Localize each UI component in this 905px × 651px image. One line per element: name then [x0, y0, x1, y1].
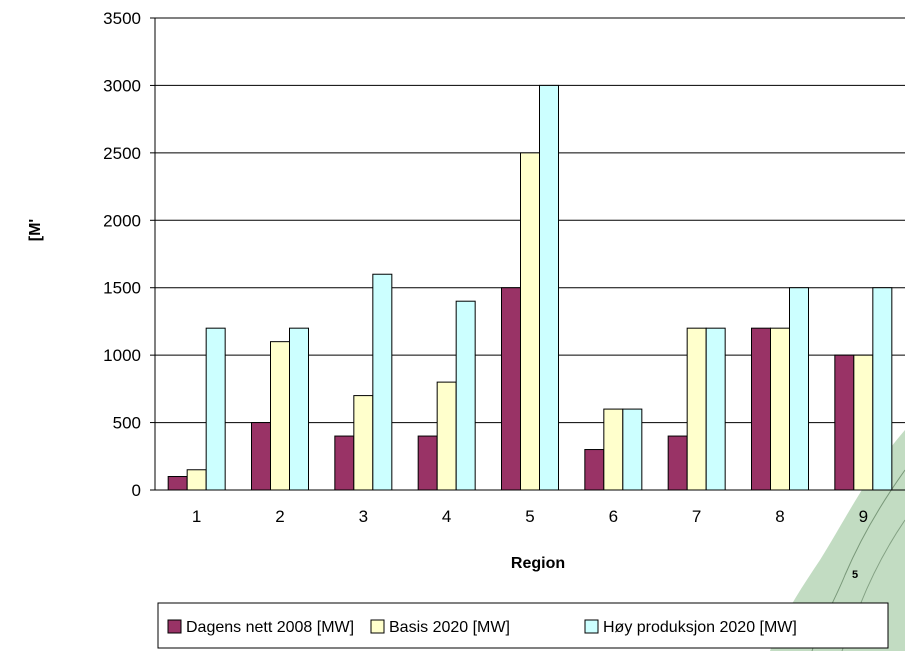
bar-1-region-3: [334, 435, 355, 491]
axes: [154, 18, 905, 491]
x-tick-label: 5: [525, 507, 534, 526]
y-tick-label: 0: [132, 481, 141, 500]
x-axis-title: Region: [511, 555, 565, 572]
legend-label: Dagens nett 2008 [MW]: [186, 619, 354, 636]
x-tick-labels: 1 2 3 4 5 6 7 8 9: [192, 507, 868, 526]
bar-1-region-5: [501, 287, 521, 491]
bar-3-region-6: [622, 408, 643, 491]
y-tick-label: 1500: [103, 279, 141, 298]
bar-1-region-9: [834, 354, 855, 491]
bar-1-region-8: [751, 327, 771, 491]
y-axis-title: [M': [27, 219, 44, 241]
bar-3-region-9: [872, 287, 893, 491]
x-tick-label: 3: [359, 507, 368, 526]
x-tick-label: 9: [859, 507, 868, 526]
x-tick-label: 4: [442, 507, 451, 526]
y-tick-label: 2000: [103, 211, 141, 230]
legend-box: [157, 602, 889, 649]
bar-3-region-7: [705, 327, 726, 491]
x-tick-label: 6: [609, 507, 618, 526]
legend-swatch: [370, 619, 385, 634]
y-tick-label: 500: [113, 414, 141, 433]
bar-3-region-2: [289, 327, 309, 491]
bar-1-region-6: [584, 449, 605, 491]
bar-2-region-3: [353, 395, 374, 491]
bar-3-region-1: [205, 327, 226, 491]
bar-2-region-6: [603, 408, 624, 491]
bar-2-region-9: [853, 354, 874, 491]
legend-swatch: [584, 619, 599, 634]
bar-3-region-5: [539, 84, 559, 491]
bar-2-region-8: [770, 327, 790, 491]
bars: [167, 84, 893, 491]
bar-2-region-7: [686, 327, 707, 491]
y-tick-label: 3000: [103, 76, 141, 95]
bar-1-region-2: [251, 422, 271, 491]
x-tick-label: 1: [192, 507, 201, 526]
x-tick-label: 7: [692, 507, 701, 526]
bar-2-region-5: [520, 152, 540, 491]
map-region-label: 5: [852, 569, 858, 581]
bar-1-region-7: [667, 435, 688, 491]
y-tick-label: 1000: [103, 346, 141, 365]
legend-label: Høy produksjon 2020 [MW]: [603, 619, 797, 636]
y-tick-label: 2500: [103, 144, 141, 163]
bar-2-region-2: [270, 341, 290, 491]
legend-swatch: [167, 619, 182, 634]
x-tick-label: 2: [275, 507, 284, 526]
y-tick-labels: 0 500 1000 1500 2000 2500 3000 3500: [103, 9, 141, 500]
bar-3-region-8: [789, 287, 809, 491]
y-tick-label: 3500: [103, 9, 141, 28]
legend: Dagens nett 2008 [MW] Basis 2020 [MW] Høy …: [157, 602, 889, 649]
bar-3-region-4: [455, 300, 476, 491]
bar-1-region-4: [417, 435, 438, 491]
bar-2-region-4: [436, 381, 457, 491]
bar-2-region-1: [186, 469, 207, 491]
bar-1-region-1: [167, 476, 188, 491]
bar-3-region-3: [372, 273, 393, 491]
x-tick-label: 8: [775, 507, 784, 526]
legend-label: Basis 2020 [MW]: [389, 619, 510, 636]
